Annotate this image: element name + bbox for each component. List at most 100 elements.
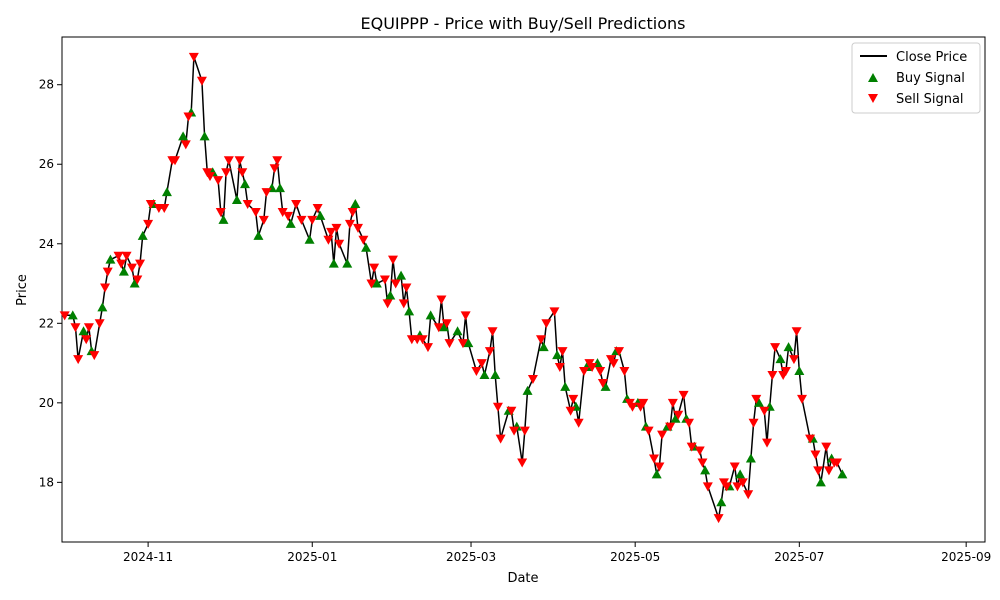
- sell-signal-marker: [713, 514, 724, 524]
- buy-signal-marker: [304, 234, 315, 244]
- sell-signal-marker: [205, 172, 216, 182]
- y-tick-label: 28: [39, 78, 54, 92]
- sell-signal-marker: [509, 426, 520, 436]
- sell-signal-marker: [390, 279, 401, 289]
- buy-signal-marker: [285, 218, 296, 228]
- sell-signal-marker: [694, 446, 705, 456]
- buy-signal-marker: [137, 230, 148, 240]
- buy-signal-marker: [783, 342, 794, 352]
- sell-signal-marker: [810, 450, 821, 460]
- sell-signal-marker: [683, 418, 694, 428]
- x-tick-label: 2025-09: [941, 550, 991, 564]
- sell-signal-marker: [554, 363, 565, 373]
- sell-signal-marker: [242, 200, 253, 210]
- buy-signal-marker: [452, 326, 463, 336]
- y-tick-label: 26: [39, 157, 54, 171]
- sell-signal-marker: [113, 251, 124, 261]
- buy-signal-marker: [439, 322, 450, 332]
- legend-buy-signal-label: Buy Signal: [896, 71, 965, 86]
- sell-signal-marker: [215, 207, 226, 217]
- sell-signal-marker: [250, 207, 261, 217]
- buy-signal-marker: [218, 214, 229, 224]
- sell-signal-marker: [476, 359, 487, 369]
- buy-signal-marker: [837, 469, 848, 479]
- sell-signal-marker: [654, 462, 665, 472]
- sell-signal-marker: [737, 478, 748, 488]
- sell-signal-marker: [369, 263, 380, 273]
- buy-signal-marker: [775, 354, 786, 364]
- sell-signal-marker: [433, 323, 444, 333]
- legend-close-price-label: Close Price: [896, 50, 967, 65]
- sell-signal-marker: [221, 168, 232, 178]
- x-tick-label: 2025-03: [446, 550, 496, 564]
- sell-signal-marker: [697, 458, 708, 468]
- sell-signal-marker: [382, 299, 393, 309]
- buy-signal-marker: [490, 369, 501, 379]
- legend-buy-signal-swatch: [868, 73, 878, 82]
- buy-signal-marker: [67, 310, 78, 320]
- sell-signal-marker: [780, 367, 791, 377]
- buy-signal-marker: [342, 258, 353, 268]
- sell-signal-marker: [234, 156, 245, 166]
- sell-signal-marker: [132, 275, 143, 285]
- x-axis-ticks: 2024-11 2025-01 2025-03 2025-05 2025-07 2025-…: [123, 542, 991, 564]
- buy-signal-marker: [105, 254, 116, 264]
- y-tick-label: 22: [39, 316, 54, 330]
- sell-signal-marker: [579, 367, 590, 377]
- sell-signal-marker: [100, 283, 111, 293]
- sell-signal-marker: [272, 156, 283, 166]
- buy-signal-marker: [794, 366, 805, 376]
- buy-signal-marker: [670, 413, 681, 423]
- sell-signal-marker: [159, 203, 170, 213]
- sell-signal-marker: [743, 490, 754, 500]
- sell-signal-marker: [831, 458, 842, 468]
- sell-signal-marker: [770, 343, 781, 353]
- sell-signal-series: [59, 52, 842, 524]
- sell-signal-marker: [457, 339, 468, 349]
- buy-signal-marker: [651, 469, 662, 479]
- sell-signal-marker: [657, 430, 668, 440]
- sell-signal-marker: [767, 370, 778, 380]
- buy-signal-marker: [600, 381, 611, 391]
- legend-box: [851, 42, 981, 114]
- buy-signal-marker: [716, 497, 727, 507]
- buy-signal-marker: [735, 469, 746, 479]
- sell-signal-marker: [649, 454, 660, 464]
- sell-signal-marker: [296, 215, 307, 225]
- sell-signal-marker: [729, 462, 740, 472]
- buy-signal-marker: [97, 302, 108, 312]
- buy-signal-marker: [745, 453, 756, 463]
- sell-signal-marker: [188, 52, 199, 62]
- sell-signal-marker: [608, 359, 619, 369]
- sell-signal-marker: [334, 239, 345, 249]
- sell-signal-marker: [366, 279, 377, 289]
- sell-signal-marker: [180, 140, 191, 150]
- sell-signal-marker: [358, 235, 369, 245]
- sell-signal-marker: [721, 482, 732, 492]
- x-tick-label: 2025-07: [774, 550, 824, 564]
- sell-signal-marker: [102, 267, 113, 277]
- sell-signal-marker: [788, 355, 799, 365]
- sell-signal-marker: [614, 347, 625, 357]
- sell-signal-marker: [557, 347, 568, 357]
- buy-signal-marker: [396, 270, 407, 280]
- sell-signal-marker: [283, 211, 294, 221]
- sell-signal-marker: [527, 374, 538, 384]
- buy-signal-marker: [178, 131, 189, 141]
- sell-signal-marker: [121, 251, 132, 261]
- sell-signal-marker: [519, 426, 530, 436]
- chart-title: EQUIPPP - Price with Buy/Sell Prediction…: [361, 14, 686, 33]
- sell-signal-marker: [73, 355, 84, 365]
- buy-signal-marker: [700, 465, 711, 475]
- sell-signal-marker: [762, 438, 773, 448]
- sell-signal-marker: [145, 200, 156, 210]
- sell-signal-marker: [347, 207, 358, 217]
- buy-signal-marker: [425, 310, 436, 320]
- sell-signal-marker: [643, 426, 654, 436]
- sell-signal-marker: [94, 319, 105, 329]
- buy-signal-marker: [199, 131, 210, 141]
- sell-signal-marker: [471, 367, 482, 377]
- sell-signal-marker: [258, 215, 269, 225]
- sell-signal-marker: [805, 434, 816, 444]
- buy-signal-marker: [371, 278, 382, 288]
